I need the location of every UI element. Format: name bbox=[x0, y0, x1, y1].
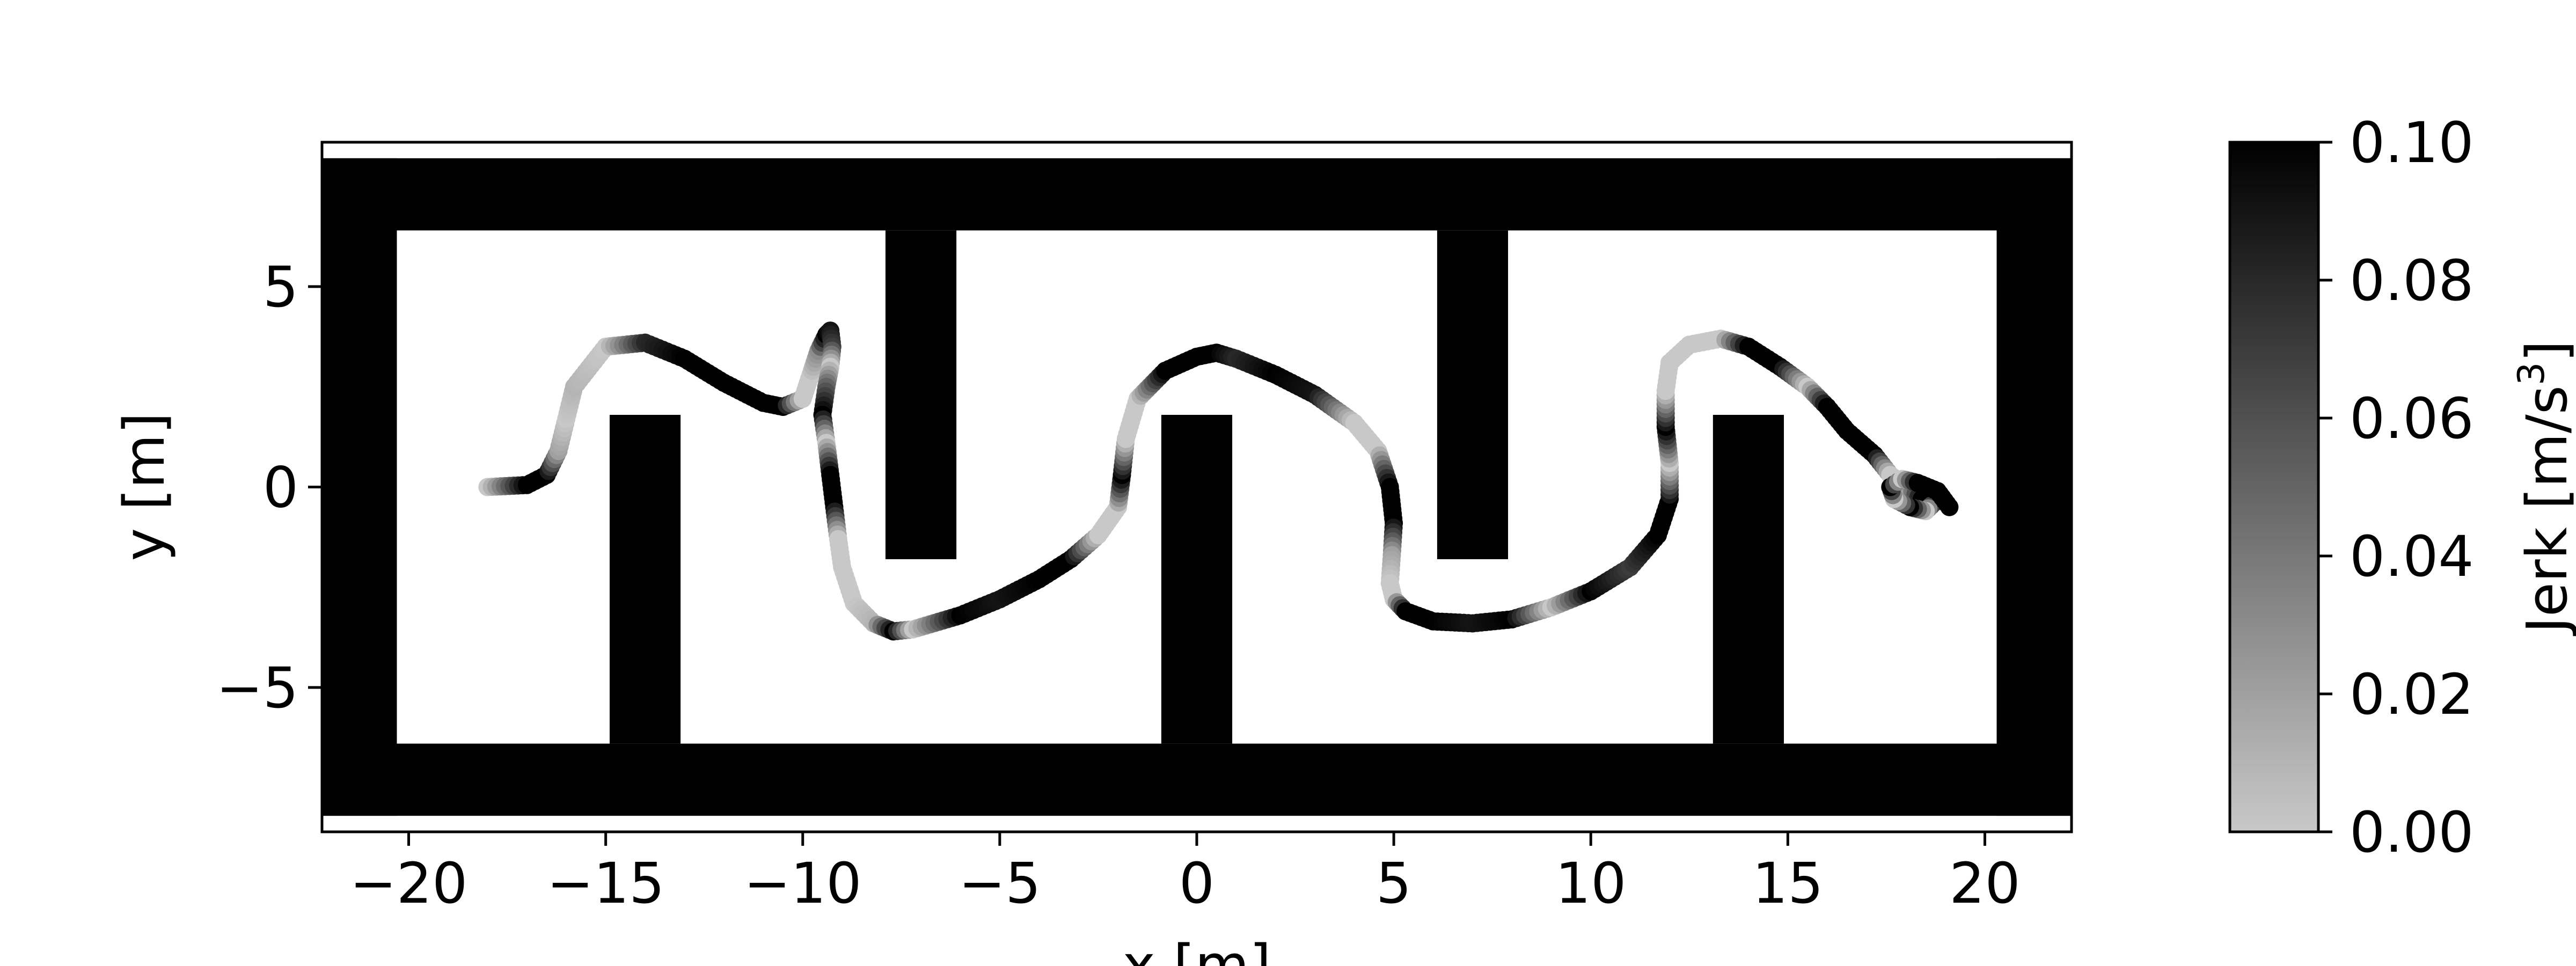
wall-4 bbox=[609, 415, 681, 744]
x-axis: −20 −15 −10 −5 0 5 10 15 20 bbox=[350, 832, 2021, 916]
trajectory-series bbox=[478, 321, 1959, 641]
wall-8 bbox=[1437, 230, 1509, 559]
x-tick-label: −20 bbox=[350, 851, 467, 916]
colorbar-tick-label: 0.06 bbox=[2350, 386, 2474, 451]
wall-6 bbox=[1713, 415, 1784, 744]
colorbar-label: Jerk [m/s3] bbox=[2511, 340, 2576, 636]
x-tick-label: −5 bbox=[958, 851, 1041, 916]
colorbar-label-sup: 3 bbox=[2511, 362, 2553, 385]
colorbar: 0.00 0.02 0.04 0.06 0.08 0.10 Jerk [m/s3] bbox=[2228, 110, 2576, 865]
maze-walls bbox=[322, 158, 2072, 816]
colorbar-label-end: ] bbox=[2514, 340, 2576, 362]
colorbar-label-main: Jerk [m/s bbox=[2514, 385, 2576, 636]
colorbar-gradient bbox=[2228, 141, 2320, 833]
colorbar-tick-label: 0.10 bbox=[2350, 110, 2474, 175]
wall-7 bbox=[885, 230, 957, 559]
y-axis-label: y [m] bbox=[112, 412, 177, 561]
x-tick-label: −15 bbox=[547, 851, 664, 916]
colorbar-tick-label: 0.08 bbox=[2350, 248, 2474, 313]
colorbar-tick-label: 0.00 bbox=[2350, 800, 2474, 865]
y-tick-label: 5 bbox=[263, 254, 298, 320]
x-tick-label: 5 bbox=[1376, 851, 1411, 916]
wall-2 bbox=[322, 158, 397, 816]
x-axis-label: x [m] bbox=[1122, 933, 1271, 966]
x-tick-label: 20 bbox=[1949, 851, 2020, 916]
trajectory-point bbox=[1940, 497, 1959, 516]
y-tick-label: −5 bbox=[216, 655, 298, 721]
x-tick-label: 0 bbox=[1179, 851, 1214, 916]
wall-5 bbox=[1161, 415, 1233, 744]
x-tick-label: −10 bbox=[744, 851, 861, 916]
y-axis: −5 0 5 bbox=[216, 254, 322, 721]
wall-1 bbox=[322, 743, 2072, 816]
colorbar-tick-label: 0.04 bbox=[2350, 524, 2474, 589]
wall-3 bbox=[1996, 158, 2072, 816]
wall-0 bbox=[322, 158, 2072, 231]
colorbar-tick-label: 0.02 bbox=[2350, 662, 2474, 727]
x-tick-label: 10 bbox=[1555, 851, 1626, 916]
x-tick-label: 15 bbox=[1752, 851, 1823, 916]
colorbar-ticks: 0.00 0.02 0.04 0.06 0.08 0.10 bbox=[2318, 110, 2474, 865]
y-tick-label: 0 bbox=[263, 455, 298, 521]
